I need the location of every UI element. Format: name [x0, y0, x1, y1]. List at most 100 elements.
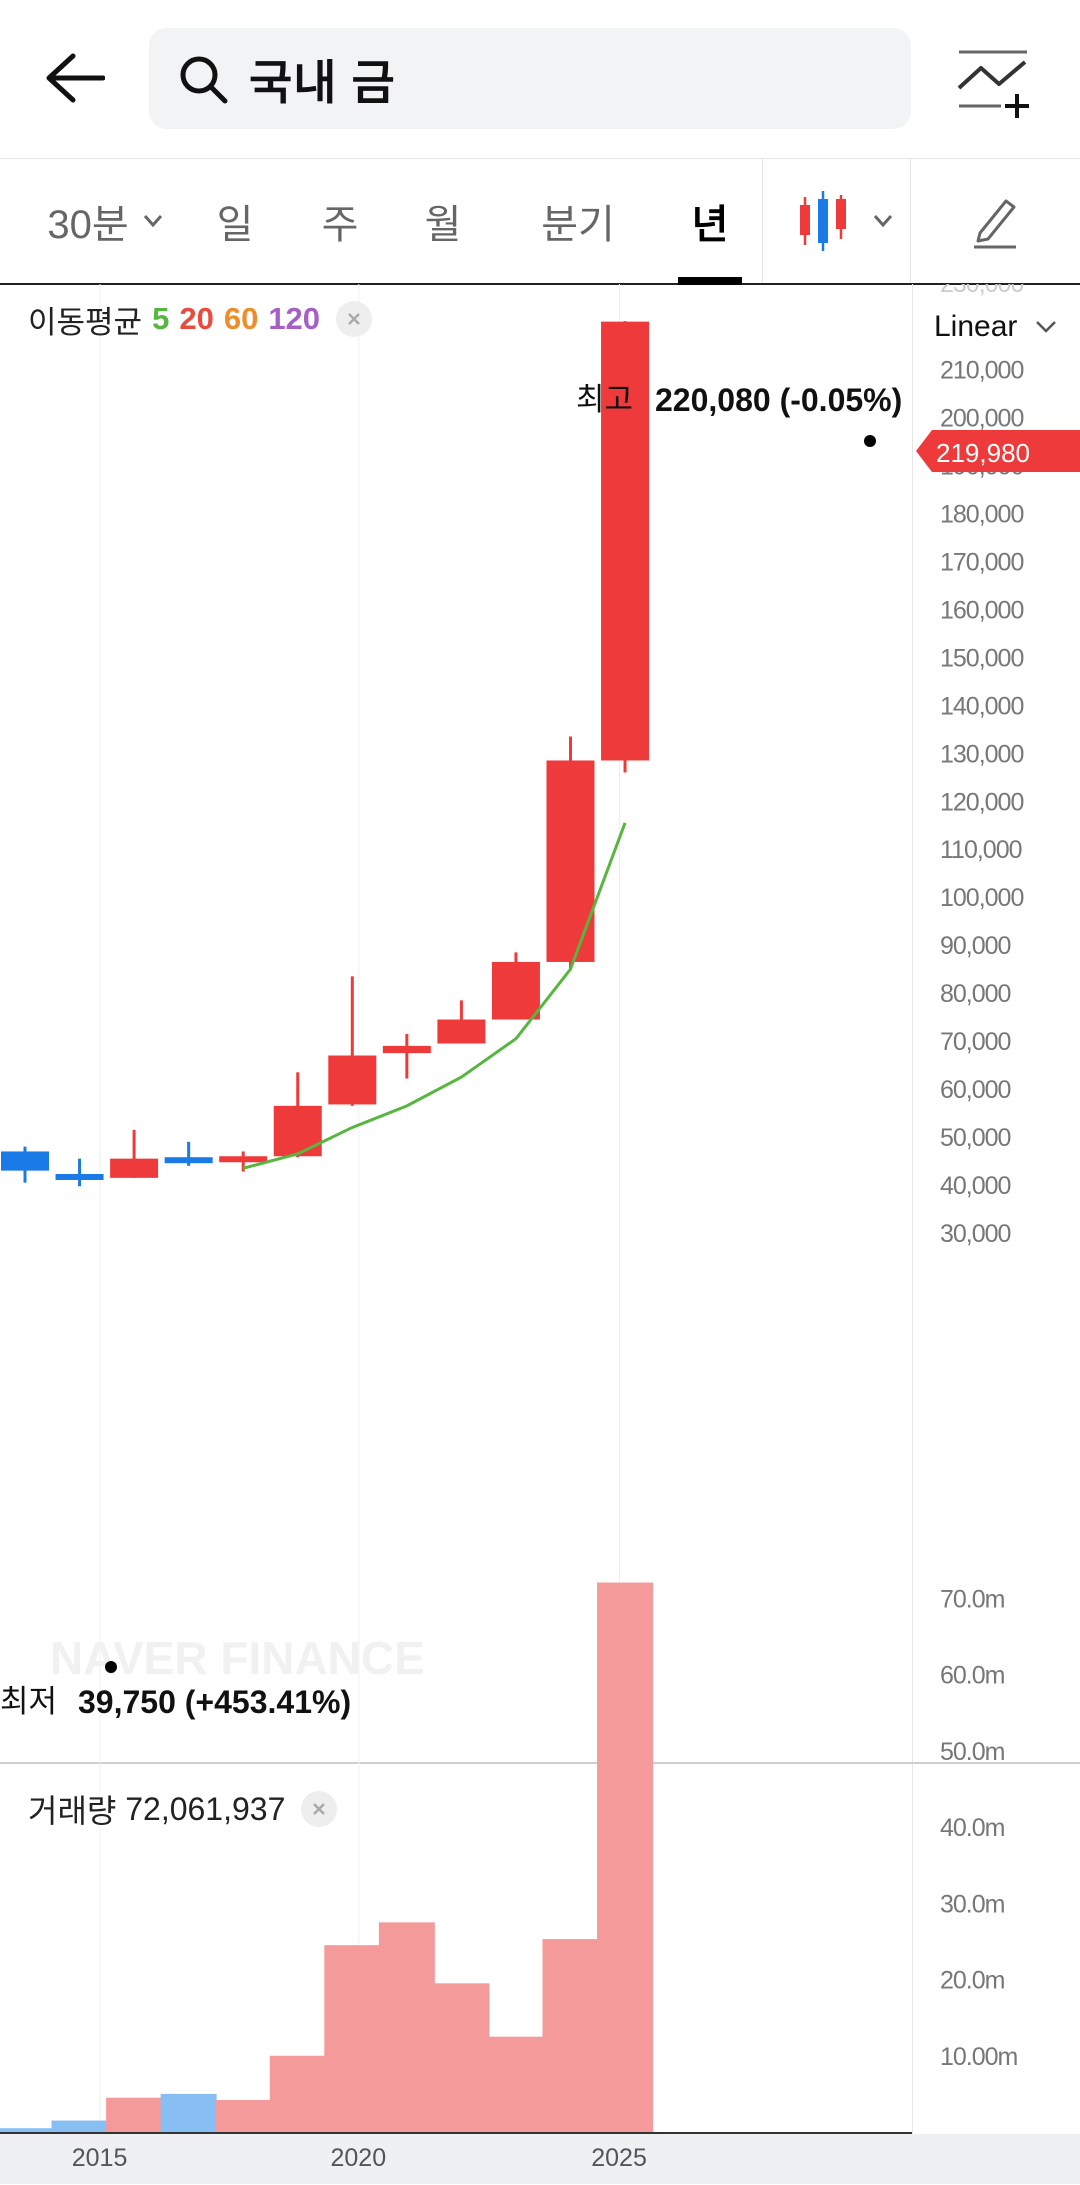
volume-tick-label: 50.0m	[940, 1738, 1005, 1766]
current-price-tag: 219,980	[916, 430, 1080, 472]
volume-tick-label: 60.0m	[940, 1662, 1005, 1690]
volume-legend-value: 72,061,937	[125, 1790, 286, 1827]
tab-divider	[762, 159, 763, 283]
tab-label: 일	[216, 203, 254, 247]
x-axis-baseline	[0, 2132, 912, 2134]
search-query-text: 국내 금	[249, 56, 396, 109]
candle-body	[546, 760, 595, 962]
ma-legend-label: 이동평균	[28, 304, 143, 340]
candle-body	[491, 961, 540, 1020]
close-icon	[348, 313, 360, 325]
chevron-down-icon	[873, 215, 893, 228]
draw-tool-button[interactable]	[940, 159, 1050, 283]
volume-legend: 거래량 72,061,937	[28, 1786, 338, 1832]
tab-day[interactable]: 일	[200, 159, 270, 283]
tab-quarter[interactable]: 분기	[528, 159, 628, 283]
vertical-gridline	[619, 284, 621, 2132]
price-tick-label: 200,000	[940, 404, 1023, 432]
axis-panel-divider	[912, 284, 913, 2134]
chart-add-icon	[957, 50, 1029, 118]
panel-separator	[0, 1762, 1080, 1764]
scale-select-value: Linear	[934, 310, 1018, 343]
tab-30min[interactable]: 30분	[30, 159, 180, 283]
volume-bar	[487, 2036, 544, 2132]
candlestick-icon	[800, 191, 846, 251]
price-tick-label: 100,000	[940, 884, 1023, 912]
tab-divider	[910, 159, 911, 283]
candle-body	[1, 1151, 49, 1171]
volume-legend-label: 거래량	[28, 1793, 117, 1829]
close-volume-button[interactable]	[301, 1791, 338, 1827]
tab-label: 분기	[541, 203, 615, 247]
high-value: 220,080 (-0.05%)	[655, 382, 902, 418]
search-icon	[180, 56, 228, 103]
vertical-gridline	[99, 284, 101, 2132]
tab-label: 년	[691, 203, 729, 247]
price-tick-label: 230,000	[940, 284, 1023, 298]
candle-wick	[78, 1158, 82, 1187]
candle-wick	[187, 1141, 191, 1166]
x-axis-band	[0, 2134, 1080, 2184]
search-box[interactable]: 국내 금	[149, 28, 911, 129]
low-label: 최저	[0, 1684, 57, 1719]
candle-body	[328, 1055, 377, 1105]
arrow-left-icon	[46, 53, 105, 103]
low-value: 39,750 (+453.41%)	[78, 1684, 351, 1720]
volume-bar	[597, 1582, 654, 2132]
volume-bar	[160, 2093, 217, 2132]
current-price-value: 219,980	[936, 438, 1030, 468]
candle-wick	[350, 976, 354, 1106]
price-tick-label: 110,000	[940, 836, 1022, 864]
x-tick-label: 2020	[330, 2144, 386, 2172]
high-label: 최고	[576, 382, 633, 417]
price-tick-label: 180,000	[940, 500, 1023, 528]
pencil-icon	[974, 199, 1016, 249]
back-button[interactable]	[36, 40, 112, 116]
close-icon	[313, 1803, 326, 1815]
price-tick-label: 130,000	[940, 740, 1023, 768]
volume-tick-label: 40.0m	[940, 1814, 1005, 1842]
close-ma-button[interactable]	[336, 301, 373, 337]
price-tick-label: 80,000	[940, 980, 1011, 1008]
candle-body	[437, 1019, 486, 1044]
ma-period-5: 5	[152, 301, 170, 336]
volume-bar	[433, 1983, 490, 2132]
price-tick-label: 210,000	[940, 357, 1023, 385]
header-bar: 국내 금	[0, 0, 1080, 158]
candle-body	[55, 1173, 104, 1180]
scale-select[interactable]: Linear	[934, 310, 1057, 344]
price-tick-label: 150,000	[940, 644, 1023, 672]
candle-body	[273, 1105, 322, 1157]
tab-week[interactable]: 주	[305, 159, 375, 283]
price-tick-label: 90,000	[940, 932, 1011, 960]
price-chart[interactable]: 201520202025230,000210,000200,000190,000…	[0, 284, 1080, 2184]
tab-label: 월	[424, 203, 462, 247]
x-tick-label: 2025	[591, 2144, 647, 2172]
price-tick-label: 170,000	[940, 548, 1023, 576]
low-marker	[105, 1661, 117, 1673]
volume-bar	[51, 2120, 108, 2132]
compare-chart-button[interactable]	[955, 44, 1035, 120]
volume-bar	[269, 2055, 326, 2132]
price-tick-label: 40,000	[940, 1172, 1011, 1200]
candle-body	[601, 321, 650, 761]
volume-bar	[378, 1922, 435, 2132]
chevron-down-icon	[143, 215, 162, 228]
moving-average-legend: 이동평균 5 20 60 120	[28, 296, 382, 342]
chevron-down-icon	[1036, 321, 1057, 333]
price-tick-label: 160,000	[940, 596, 1023, 624]
price-tick-label: 70,000	[940, 1028, 1011, 1056]
high-marker	[864, 435, 876, 447]
tab-label: 주	[321, 203, 359, 247]
candle-body	[110, 1158, 159, 1178]
watermark: NAVER FINANCE	[50, 1632, 425, 1684]
tab-month[interactable]: 월	[408, 159, 478, 283]
volume-bar	[215, 2099, 272, 2132]
candle-body	[219, 1156, 268, 1163]
chart-type-button[interactable]	[790, 159, 900, 283]
tab-year[interactable]: 년	[675, 159, 745, 283]
tab-label: 30분	[47, 203, 129, 247]
ma-period-120: 120	[268, 301, 321, 336]
candle-body	[382, 1045, 431, 1054]
period-tab-bar: 30분 일 주 월 분기 년	[0, 158, 1080, 285]
